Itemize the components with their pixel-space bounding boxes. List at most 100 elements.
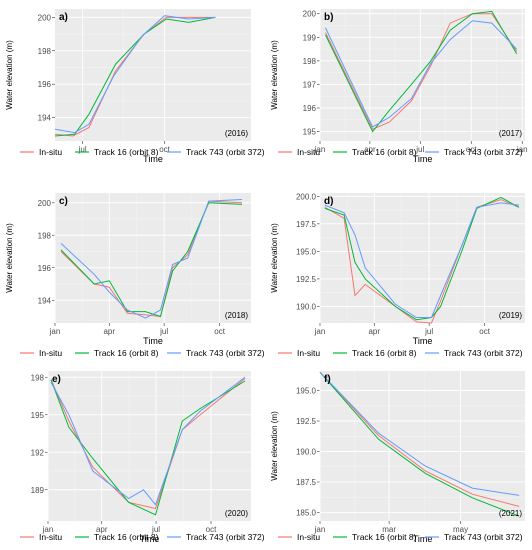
plot-background (55, 9, 251, 141)
x-tick-label: jul (424, 327, 433, 336)
series-line (325, 10, 518, 133)
y-tick-label: 196 (303, 104, 317, 113)
y-tick-label: 197 (303, 80, 317, 89)
year-label: (2020) (225, 509, 248, 518)
panel-2: 195 196 197 198 199 200 jan apr jul oct jan b) (2017… (270, 9, 528, 164)
legend-label: Track 743 (orbit 372) (186, 147, 265, 157)
y-tick-label: 192.5 (296, 417, 317, 426)
y-axis-title: Water elevation (m) (5, 40, 14, 110)
y-tick-label: 187.5 (296, 478, 317, 487)
y-axis-title: Water elevation (m) (270, 223, 279, 293)
x-tick-label: apr (103, 327, 115, 336)
y-tick-label: 194 (38, 296, 52, 305)
y-axis-title: Water elevation (m) (5, 223, 14, 293)
year-label: (2017) (499, 129, 522, 138)
y-tick-label: 198 (38, 47, 52, 56)
panel-1: 194 196 198 200 jul oct a) (2016) Time Water elev… (5, 9, 265, 164)
y-tick-label: 192 (31, 448, 45, 457)
x-axis-title: Time (143, 154, 163, 164)
x-tick-label: jan (516, 145, 528, 154)
y-tick-label: 194 (38, 114, 52, 123)
y-tick-label: 199 (303, 33, 317, 42)
x-tick-label: oct (159, 145, 170, 154)
panel-4: 190.0 192.5 195.0 197.5 200.0 jan apr jul oct d) (… (270, 192, 525, 358)
legend-label: Track 743 (orbit 372) (444, 348, 523, 358)
legend-label: Track 16 (orbit 8) (352, 147, 417, 157)
panel-letter: c) (59, 196, 68, 207)
y-tick-label: 192.5 (296, 275, 317, 284)
legend-label: In-situ (39, 147, 62, 157)
plot-background (320, 371, 525, 521)
y-tick-label: 196 (38, 80, 52, 89)
plot-background (320, 9, 525, 141)
legend-label: Track 16 (orbit 8) (94, 532, 159, 542)
x-tick-label: jan (314, 525, 326, 534)
year-label: (2018) (225, 311, 248, 320)
plot-background (55, 193, 251, 323)
y-tick-label: 198 (303, 57, 317, 66)
y-tick-label: 200.0 (296, 192, 317, 201)
x-axis-title: Time (413, 336, 433, 346)
x-tick-label: oct (214, 327, 225, 336)
x-tick-label: jul (159, 327, 168, 336)
y-tick-label: 198 (38, 231, 52, 240)
plot-background (48, 371, 251, 521)
x-tick-label: apr (364, 145, 376, 154)
x-tick-label: jan (49, 327, 61, 336)
series-line (319, 371, 520, 507)
x-tick-label: oct (479, 327, 490, 336)
legend-label: Track 743 (orbit 372) (444, 147, 523, 157)
y-tick-label: 200 (38, 199, 52, 208)
legend-label: Track 16 (orbit 8) (94, 147, 159, 157)
legend-label: Track 16 (orbit 8) (352, 348, 417, 358)
panel-letter: b) (324, 12, 333, 23)
year-label: (2019) (499, 311, 522, 320)
y-tick-label: 196 (38, 264, 52, 273)
y-tick-label: 197.5 (296, 220, 317, 229)
panel-6: 185.0 187.5 190.0 192.5 195.0 jan mar may f) (202… (270, 371, 525, 544)
series-line (325, 20, 518, 128)
series-line (319, 371, 520, 496)
year-label: (2021) (499, 509, 522, 518)
y-tick-label: 190.0 (296, 447, 317, 456)
legend-label: In-situ (297, 348, 320, 358)
y-tick-label: 195 (303, 128, 317, 137)
series-line (324, 199, 520, 324)
y-axis-title: Water elevation (m) (270, 411, 279, 481)
year-label: (2016) (225, 129, 248, 138)
x-tick-label: apr (368, 327, 380, 336)
x-tick-label: oct (466, 145, 477, 154)
legend-label: Track 743 (orbit 372) (444, 532, 523, 542)
y-tick-label: 195.0 (296, 387, 317, 396)
series-line (324, 202, 520, 318)
series-line (319, 371, 520, 517)
series-line (60, 199, 243, 319)
legend-label: Track 743 (orbit 372) (186, 532, 265, 542)
x-tick-label: may (453, 525, 468, 534)
panel-3: 194 196 198 200 jan apr jul oct c) (2018) Time Wate… (5, 193, 265, 358)
x-tick-label: jul (415, 145, 424, 154)
x-tick-label: jan (42, 525, 54, 534)
y-tick-label: 190.0 (296, 302, 317, 311)
series-line (50, 378, 246, 510)
series-line (325, 13, 518, 130)
x-tick-label: jul (78, 145, 87, 154)
panel-letter: f) (324, 374, 331, 385)
panel-5: 189 192 195 198 jan apr jul oct e) (2020) Time In-s… (20, 371, 265, 544)
plot-background (320, 193, 525, 323)
x-axis-title: Time (143, 336, 163, 346)
x-tick-label: apr (96, 525, 108, 534)
x-tick-label: mar (382, 525, 396, 534)
x-axis-title: Time (413, 154, 433, 164)
legend-label: In-situ (39, 348, 62, 358)
legend-label: In-situ (297, 532, 320, 542)
x-tick-label: oct (206, 525, 217, 534)
legend-label: Track 16 (orbit 8) (94, 348, 159, 358)
y-tick-label: 200 (38, 13, 52, 22)
y-tick-label: 195.0 (296, 247, 317, 256)
legend-label: In-situ (39, 532, 62, 542)
x-tick-label: jan (314, 327, 326, 336)
legend-label: Track 16 (orbit 8) (352, 532, 417, 542)
x-tick-label: jan (314, 145, 326, 154)
